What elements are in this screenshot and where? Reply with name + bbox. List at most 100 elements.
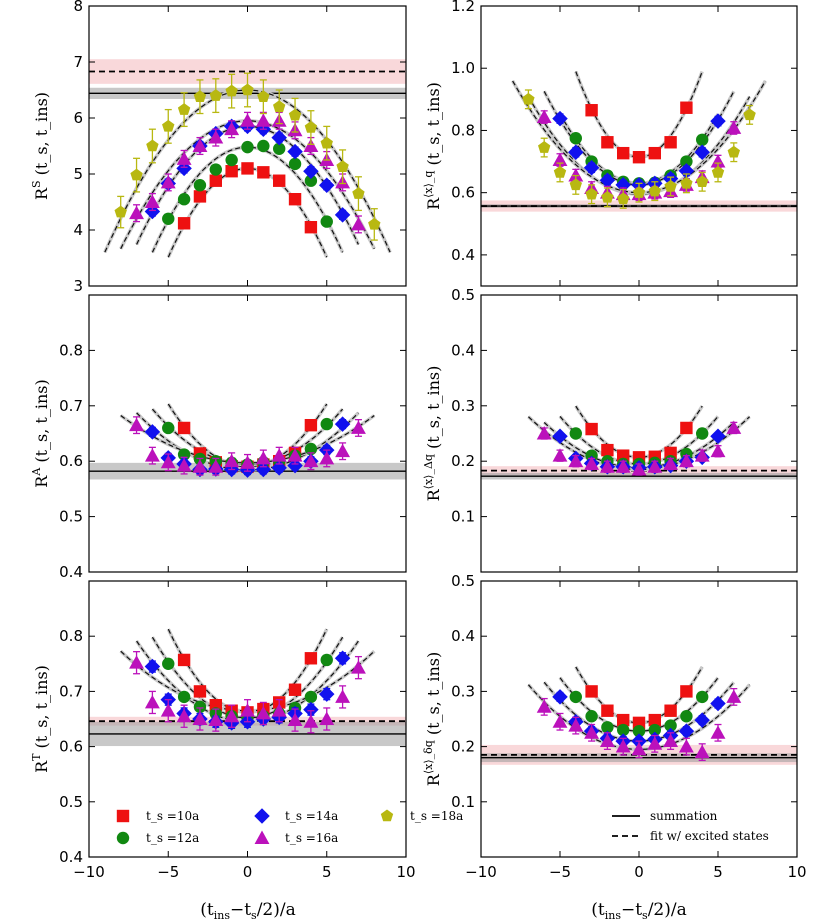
series-ts16 — [536, 420, 742, 476]
data-point — [209, 163, 222, 176]
data-point — [287, 712, 303, 727]
data-point — [632, 724, 646, 738]
data-point — [144, 658, 161, 675]
data-point — [680, 421, 693, 435]
fit-curve-band — [119, 119, 376, 250]
data-point — [632, 151, 646, 164]
legend-label-solid: summation — [650, 809, 718, 823]
data-point — [288, 683, 302, 696]
y-tick-label: 0.4 — [59, 563, 83, 581]
data-point — [694, 144, 710, 160]
data-point — [224, 708, 240, 723]
data-point — [678, 723, 695, 739]
data-point — [710, 154, 726, 168]
data-point — [615, 177, 631, 193]
plot-area — [89, 628, 406, 747]
data-point — [162, 657, 175, 670]
data-point — [584, 456, 600, 470]
data-point — [368, 217, 381, 230]
data-point — [680, 101, 693, 114]
y-tick-label: 0.5 — [59, 508, 83, 526]
data-point — [680, 710, 693, 723]
y-tick-label: 0.2 — [451, 738, 475, 756]
data-point — [303, 701, 319, 718]
y-tick-label: 0.4 — [451, 246, 475, 264]
data-point — [568, 168, 584, 182]
data-point — [288, 157, 302, 171]
series-ts18 — [114, 72, 381, 241]
data-point — [177, 421, 191, 435]
data-point — [334, 416, 351, 432]
y-tick-label: 0.3 — [451, 682, 475, 700]
data-point — [710, 695, 726, 712]
data-point — [680, 155, 693, 168]
data-point — [553, 165, 567, 178]
data-point — [225, 84, 238, 97]
data-point — [176, 708, 192, 723]
data-point — [696, 175, 709, 188]
data-point — [271, 448, 287, 462]
data-point — [569, 132, 582, 145]
data-point — [335, 689, 351, 703]
data-point — [271, 703, 287, 717]
fit-curve — [136, 640, 359, 723]
panel-rxdq: 0.1 0.2 0.3 0.4 0.5 R⟨x⟩_Δq (t_s, t_ins) — [422, 286, 798, 573]
panel-rxdeltaq: 0.1 0.2 0.3 0.4 0.5 −10 −5 0 5 10 R⟨x⟩_δq (t_s, t_… — [422, 572, 807, 881]
data-point — [727, 145, 740, 158]
y-tick-label: 5 — [73, 165, 83, 183]
data-point — [631, 741, 647, 756]
axes-frame — [480, 5, 798, 287]
data-point — [241, 162, 254, 175]
y-tick-label: 0.6 — [59, 452, 83, 470]
data-point — [319, 686, 335, 702]
panel-ra: 0.4 0.5 0.6 0.7 0.8 RA (t_s, t_ins) — [30, 294, 407, 581]
series-ts18 — [522, 89, 756, 209]
data-point — [146, 139, 159, 152]
data-point — [225, 165, 238, 178]
data-point — [288, 108, 302, 121]
data-point — [177, 103, 191, 115]
data-point — [288, 193, 302, 206]
data-point — [710, 443, 726, 458]
x-tick-label: −5 — [157, 863, 179, 881]
plot-area — [481, 405, 797, 480]
y-tick-label: 0.7 — [59, 397, 83, 415]
data-point — [552, 110, 568, 127]
x-tick-label: −5 — [549, 863, 571, 881]
data-point — [271, 460, 287, 476]
data-point — [678, 453, 694, 468]
y-tick-label: 3 — [73, 277, 83, 295]
data-point — [240, 703, 255, 717]
data-point — [287, 143, 303, 160]
data-point — [160, 174, 176, 189]
data-point — [319, 711, 335, 725]
data-point — [255, 706, 271, 720]
y-tick-label: 7 — [73, 53, 83, 71]
data-point — [694, 712, 710, 728]
data-point — [144, 448, 160, 462]
legend-label-ts12: t_s =12a — [146, 831, 199, 845]
legend-label-ts16: t_s =16a — [285, 831, 338, 845]
legend-marker-ts18 — [380, 809, 394, 822]
y-tick-label: 0.1 — [451, 793, 475, 811]
y-tick-label: 0.2 — [451, 452, 475, 470]
data-point — [303, 453, 319, 468]
data-point — [552, 689, 568, 705]
legend-label-ts10: t_s =10a — [146, 809, 199, 823]
series-ts16 — [129, 651, 366, 734]
data-point — [710, 428, 726, 445]
y-tick-label: 4 — [73, 221, 83, 239]
data-point — [710, 725, 726, 739]
data-point — [568, 144, 584, 160]
data-point — [568, 453, 584, 468]
data-point — [129, 417, 144, 432]
data-point — [632, 186, 646, 198]
fit-curve — [527, 416, 751, 471]
data-point — [192, 711, 208, 725]
x-tick-label: 5 — [322, 863, 332, 881]
data-point — [287, 457, 303, 474]
y-axis-label: RT (t_s, t_ins) — [30, 665, 51, 773]
data-point — [162, 212, 175, 225]
data-point — [569, 178, 582, 191]
data-point — [192, 459, 208, 473]
